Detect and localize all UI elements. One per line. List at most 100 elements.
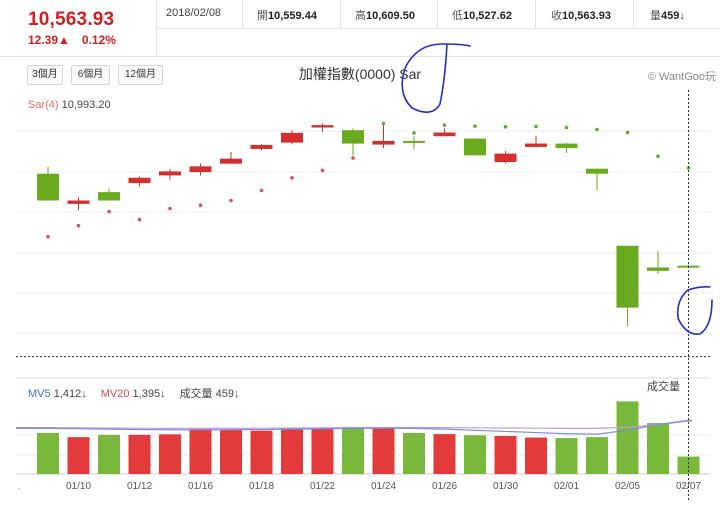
volume-bar [586, 437, 608, 474]
volume-legend: MV5 1,412↓ MV20 1,395↓ 成交量 459↓ [28, 385, 239, 401]
volume-bar [647, 423, 669, 474]
candlestick-series [37, 123, 700, 327]
x-tick-label: 02/05 [615, 481, 640, 492]
volume-bar [37, 432, 59, 474]
volume-bar [311, 427, 334, 474]
sar-point [595, 127, 599, 132]
x-tick-label: 01/30 [493, 481, 518, 492]
candle-body [586, 168, 608, 174]
stat-date: 2018/02/08 [166, 7, 222, 19]
mv20-line [16, 420, 692, 429]
volume-bar [67, 437, 90, 474]
mv5-line [16, 419, 692, 435]
volume-ma-lines [16, 419, 692, 435]
sar-point [381, 121, 386, 126]
range-6-months-button[interactable]: 6個月 [71, 65, 110, 85]
volume-bar [189, 429, 212, 474]
volume-bar [433, 434, 456, 474]
sar-point [351, 156, 355, 160]
stats-bar: 2018/02/08 開10,559.44 高10,609.50 低10,527… [156, 0, 720, 29]
sar-point [137, 217, 142, 222]
stat-high: 高10,609.50 [355, 10, 415, 22]
sar-point [473, 124, 477, 128]
volume-bar [250, 430, 273, 474]
candle-body [250, 144, 273, 149]
sar-point [686, 166, 691, 170]
mv5-label: MV5 [28, 388, 51, 400]
sar-point [259, 188, 264, 193]
sar-point [46, 234, 50, 239]
volume-bar [220, 429, 242, 474]
sar-point [656, 154, 660, 159]
candle-body [220, 158, 242, 164]
sar-point [320, 168, 325, 173]
candle-body [433, 132, 456, 137]
candle-body [342, 130, 364, 144]
sar-point [198, 203, 203, 207]
sar-point [76, 223, 81, 228]
x-tick-label: 01/26 [432, 481, 457, 492]
x-tick-label: 01/22 [310, 481, 335, 492]
grid-lines [16, 130, 710, 475]
credit-text: © WantGoo玩 [647, 71, 716, 83]
volume-bar [159, 434, 181, 474]
price-change: 12.39▲ 0.12% [28, 33, 116, 47]
volume-bar [98, 434, 120, 474]
sar-point [564, 125, 569, 130]
sar-point [168, 206, 172, 211]
volume-bar [525, 437, 547, 474]
candle-body [372, 140, 395, 145]
volume-bar [555, 438, 578, 474]
candle-body [67, 200, 90, 204]
range-3-months-button[interactable]: 3個月 [27, 65, 63, 85]
change-percent: 0.12% [81, 33, 116, 47]
x-tick-mark: . [18, 481, 21, 491]
volume-series [37, 401, 700, 474]
x-tick-label: 01/16 [188, 481, 213, 492]
candle-body [403, 140, 425, 143]
mv20-value: 1,395↓ [132, 388, 166, 400]
candle-body [464, 138, 486, 156]
sar-point [229, 198, 233, 203]
candle-body [494, 153, 517, 162]
handwritten-annotations [401, 43, 713, 335]
stat-close: 收10,563.93 [551, 10, 611, 22]
stat-open: 開10,559.44 [257, 10, 317, 22]
candle-body [98, 192, 120, 201]
volume-bar [281, 428, 303, 474]
volume-bar [494, 436, 517, 474]
volume-value: 459↓ [215, 388, 240, 400]
x-tick-label: 01/12 [127, 481, 152, 492]
sar-point [534, 124, 538, 129]
volume-bar [128, 434, 151, 474]
volume-bar [464, 435, 486, 474]
sar-point [503, 125, 508, 129]
sar-series [46, 121, 691, 239]
x-tick-label: 01/10 [66, 481, 91, 492]
volume-bar [677, 456, 700, 474]
volume-bar [403, 432, 425, 474]
sar-point [290, 175, 294, 180]
x-tick-label: 02/01 [554, 481, 579, 492]
range-12-months-button[interactable]: 12個月 [118, 65, 163, 85]
candle-body [525, 143, 547, 147]
stat-volume: 量459↓ [650, 10, 685, 22]
chart-title: 加權指數(0000) Sar [298, 66, 422, 82]
volume-bar [342, 426, 364, 474]
x-tick-label: 01/18 [249, 481, 274, 492]
sar-legend: Sar(4) 10,993.20 [28, 99, 111, 111]
quote-box: 10,563.93 12.39▲ 0.12% [0, 0, 157, 56]
crosshair-overlay [16, 90, 710, 500]
sar-point [412, 131, 416, 135]
candle-body [311, 125, 334, 128]
volume-panel-title: 成交量 [647, 381, 680, 393]
x-tick-label: 01/24 [371, 481, 396, 492]
candle-body [128, 177, 151, 184]
sar-point [442, 123, 447, 127]
volume-bar [372, 427, 395, 474]
mv5-value: 1,412↓ [53, 388, 87, 400]
candle-body [189, 166, 212, 173]
handwritten-circle-title [401, 43, 471, 113]
volume-bar [616, 401, 639, 474]
